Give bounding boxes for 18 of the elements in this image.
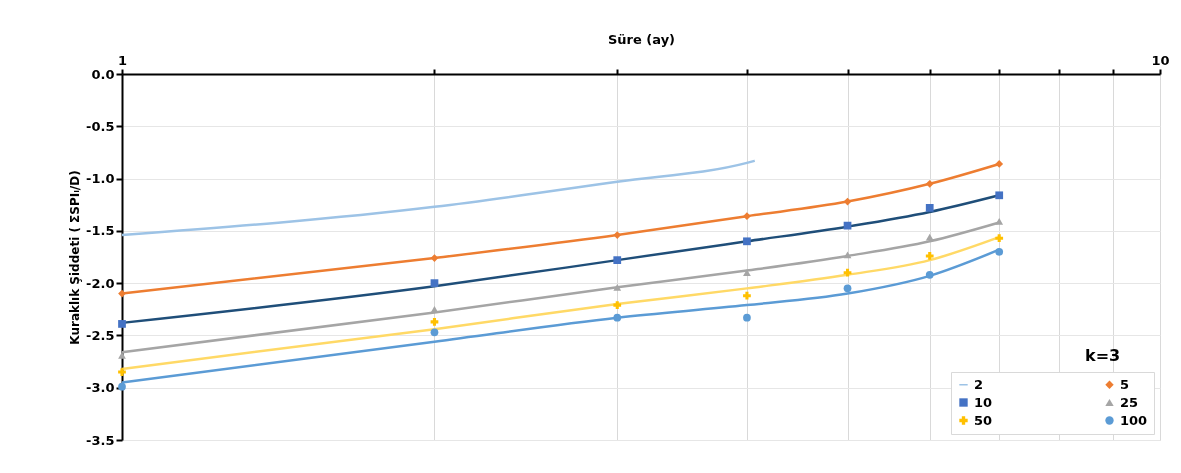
legend-label: 2: [974, 376, 984, 392]
annotation: k=3: [1085, 346, 1121, 365]
y-tick-label: -2.5: [86, 327, 115, 343]
legend-label: 25: [1120, 394, 1139, 410]
legend-label: 50: [974, 412, 993, 428]
legend-label: 5: [1120, 376, 1130, 392]
legend-label: 100: [1120, 412, 1148, 428]
legend-label: 10: [974, 394, 993, 410]
y-tick-label: 0.0: [91, 66, 115, 82]
y-tick-label: -2.0: [86, 275, 115, 291]
y-tick-label: -3.5: [86, 432, 115, 448]
x-axis-title: Süre (ay): [607, 31, 676, 47]
x-tick-label: 1: [117, 52, 128, 68]
y-tick-label: -0.5: [86, 118, 115, 134]
y-tick-label: -1.0: [86, 171, 115, 187]
y-axis-title: Kuraklık Şiddeti ( ΣSPIᵢ/D): [68, 170, 83, 345]
y-tick-label: -3.0: [86, 380, 115, 396]
y-tick-label: -1.5: [86, 223, 115, 239]
